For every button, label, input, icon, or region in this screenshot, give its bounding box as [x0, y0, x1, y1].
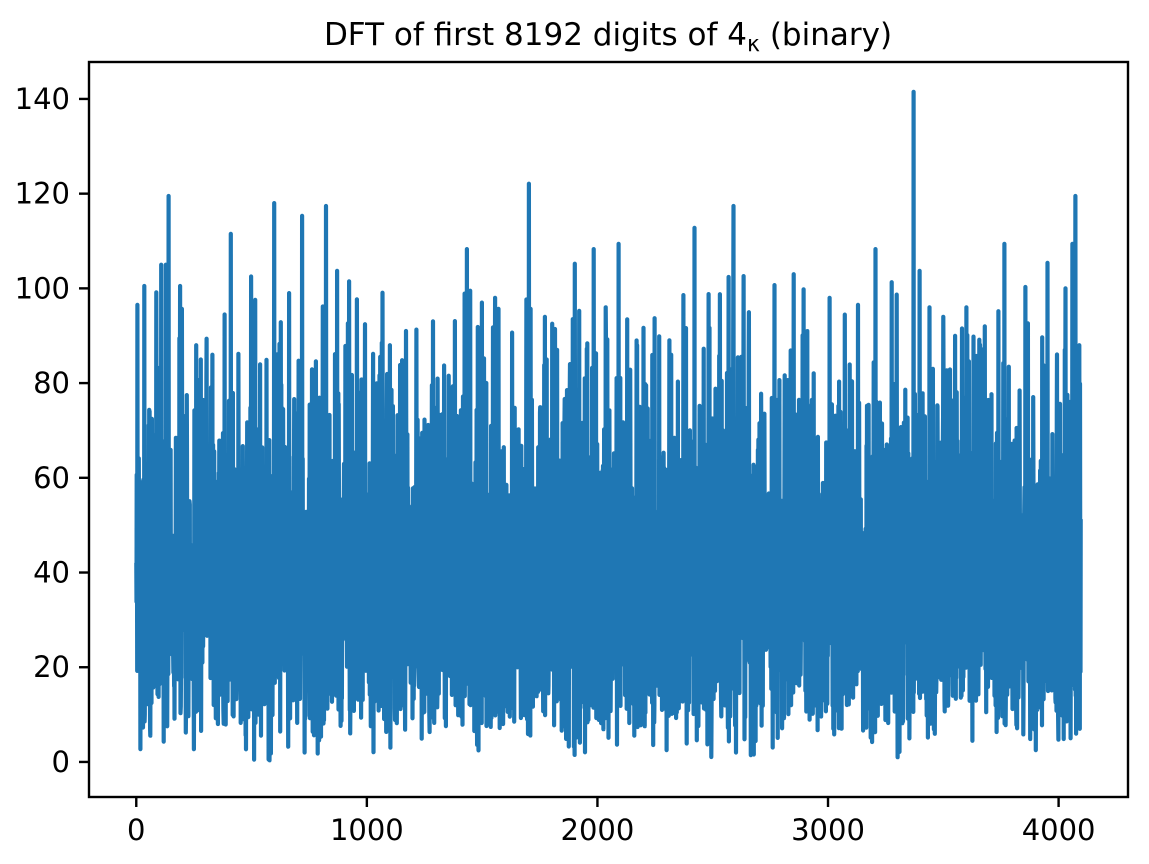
x-tick-label: 3000 [791, 813, 865, 847]
y-tick-label: 40 [33, 556, 70, 590]
y-tick-label: 80 [33, 366, 70, 400]
x-tick-label: 2000 [561, 813, 635, 847]
series-group [134, 89, 1083, 763]
y-tick-label: 120 [15, 177, 70, 211]
y-tick-label: 0 [52, 745, 70, 779]
plot-area-spines [87, 60, 1130, 799]
x-axis-ticks: 0 1000 2000 3000 4000 [127, 797, 1096, 847]
chart-title-prefix: DFT of first 8192 digits of 4 [324, 17, 747, 53]
chart-title-suffix: (binary) [760, 17, 892, 53]
chart-title-subscript: κ [747, 32, 760, 57]
y-axis-ticks: 0 20 40 60 80 100 120 140 [15, 82, 89, 779]
y-tick-label: 60 [33, 461, 70, 495]
dft-magnitude-line [134, 89, 1083, 763]
y-tick-label: 20 [33, 650, 70, 684]
y-tick-label: 100 [15, 271, 70, 305]
y-tick-label: 140 [15, 82, 70, 116]
x-tick-label: 1000 [330, 813, 404, 847]
x-tick-label: 4000 [1022, 813, 1096, 847]
chart-title: DFT of first 8192 digits of 4κ (binary) [324, 17, 892, 57]
x-tick-label: 0 [127, 813, 145, 847]
